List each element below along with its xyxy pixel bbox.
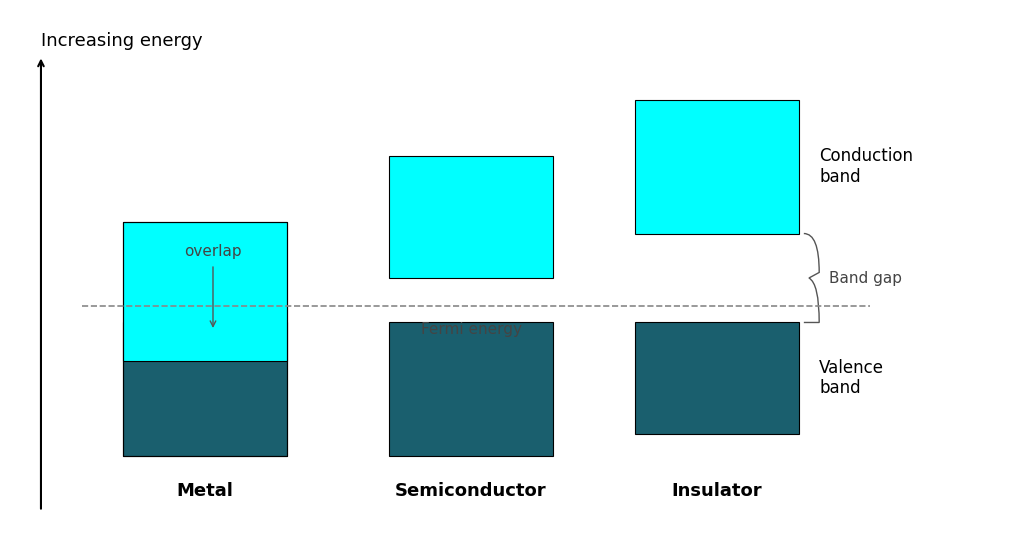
FancyBboxPatch shape (389, 156, 553, 278)
Text: Conduction
band: Conduction band (819, 147, 913, 186)
FancyBboxPatch shape (635, 322, 799, 434)
Text: Increasing energy: Increasing energy (41, 32, 203, 50)
FancyBboxPatch shape (123, 322, 287, 456)
Text: Semiconductor: Semiconductor (395, 483, 547, 500)
Text: overlap: overlap (184, 244, 242, 259)
Text: Insulator: Insulator (672, 483, 762, 500)
FancyBboxPatch shape (635, 100, 799, 234)
Text: Valence
band: Valence band (819, 359, 884, 398)
Text: Metal: Metal (176, 483, 233, 500)
Text: Fermi energy: Fermi energy (421, 322, 521, 337)
FancyBboxPatch shape (389, 322, 553, 456)
Text: Band gap: Band gap (829, 271, 902, 285)
FancyBboxPatch shape (123, 222, 287, 361)
FancyBboxPatch shape (123, 322, 287, 361)
